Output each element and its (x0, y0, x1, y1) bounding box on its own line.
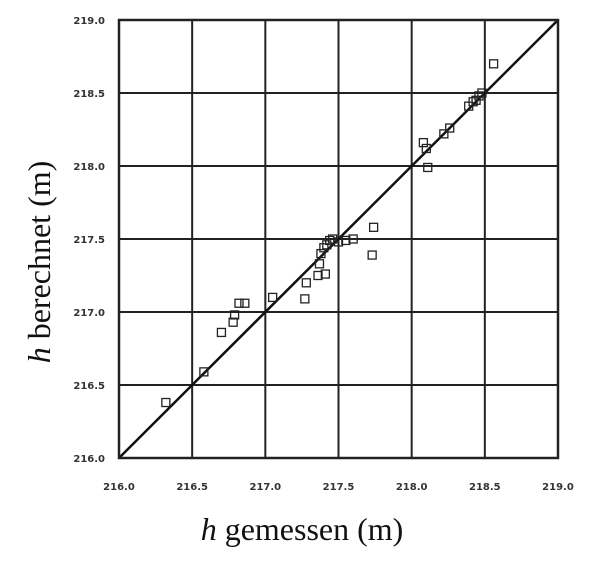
data-point-square (240, 298, 250, 308)
y-tick-label: 216.5 (73, 381, 105, 392)
x-tick-label: 218.5 (469, 482, 501, 493)
x-axis-label: h gemessen (m) (201, 511, 404, 547)
data-point-square (341, 235, 351, 246)
data-point-square (161, 397, 171, 408)
identity-line (118, 19, 559, 459)
x-tick-labels: 216.0 216.5 217.0 217.5 218.0 218.5 219.0 (103, 482, 574, 493)
data-point-square (229, 310, 240, 320)
data-point-square (423, 162, 433, 173)
y-tick-label: 219.0 (73, 16, 105, 27)
data-point-square (468, 97, 478, 107)
data-point-square (445, 123, 455, 133)
data-point-square (216, 327, 227, 338)
data-point-square (267, 292, 278, 303)
data-point-square (234, 298, 244, 308)
data-point-square (439, 129, 449, 139)
data-point-square (301, 278, 311, 288)
y-tick-label: 217.5 (73, 235, 105, 246)
x-tick-label: 216.5 (176, 482, 208, 493)
data-point-square (474, 91, 484, 101)
data-point-square (421, 143, 431, 154)
x-tick-label: 218.0 (396, 482, 428, 493)
data-point-square (488, 59, 499, 69)
data-point-square (313, 270, 323, 281)
data-point-square (368, 222, 379, 232)
x-tick-label: 217.5 (323, 482, 355, 493)
x-axis-label-symbol: h (201, 511, 217, 547)
data-point-square (316, 248, 326, 259)
data-point-square (348, 234, 358, 244)
y-tick-labels: 216.0 216.5 217.0 217.5 218.0 218.5 219.0 (73, 16, 105, 465)
y-tick-label: 216.0 (73, 454, 105, 465)
data-point-square (199, 367, 209, 377)
data-point-square (418, 137, 429, 148)
data-point-square (319, 243, 329, 253)
y-tick-label: 217.0 (73, 308, 105, 319)
x-axis-label-text: gemessen (m) (217, 511, 404, 547)
data-point-square (367, 250, 377, 260)
x-tick-label: 219.0 (542, 482, 574, 493)
data-point-square (327, 234, 338, 244)
y-axis-label-text: berechnet (m) (21, 161, 57, 348)
y-tick-label: 218.0 (73, 162, 105, 173)
data-point-square (300, 294, 310, 304)
data-point-square (228, 317, 238, 327)
y-axis-label-symbol: h (21, 347, 57, 363)
data-points (161, 59, 499, 408)
data-point-square (325, 235, 335, 246)
data-point-square (320, 269, 330, 279)
y-axis-label: h berechnet (m) (21, 161, 57, 364)
data-point-square (477, 88, 487, 98)
y-tick-label: 218.5 (73, 89, 105, 100)
data-point-square (314, 259, 325, 269)
data-point-square (333, 237, 344, 247)
x-tick-label: 216.0 (103, 482, 135, 493)
x-tick-label: 217.0 (250, 482, 282, 493)
plot-frame (117, 18, 560, 460)
